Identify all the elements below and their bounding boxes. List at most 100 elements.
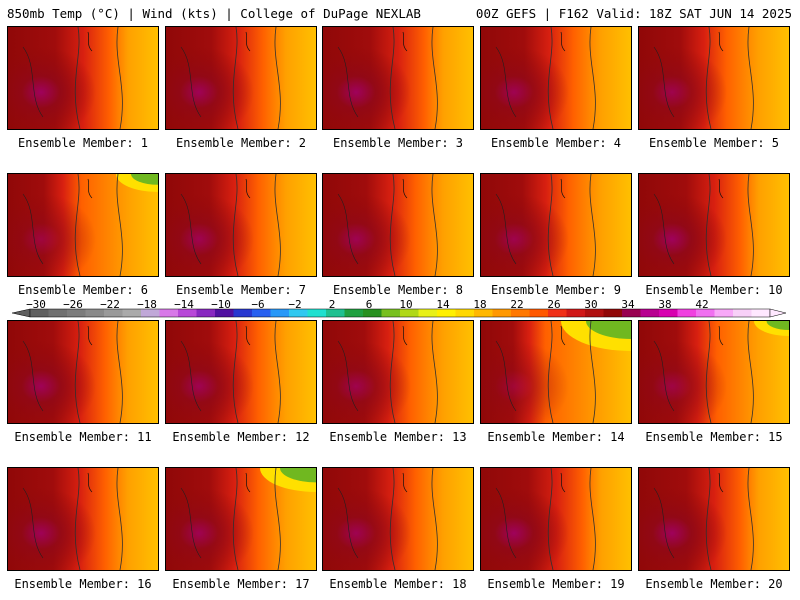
- member-map-panel: [165, 320, 317, 424]
- colorbar-swatch: [585, 309, 604, 317]
- colorbar-tick-label: −18: [137, 298, 157, 311]
- member-caption: Ensemble Member: 8: [332, 283, 464, 297]
- colorbar-tick-label: −10: [211, 298, 231, 311]
- colorbar-swatch: [215, 309, 234, 317]
- hot-core: [8, 184, 118, 276]
- colorbar-swatch: [67, 309, 86, 317]
- colorbar-swatch: [104, 309, 123, 317]
- member-map-panel: [638, 467, 790, 571]
- colorbar-swatch: [270, 309, 290, 317]
- colorbar-swatch: [622, 309, 641, 317]
- height-contour: [431, 27, 438, 129]
- colorbar-swatch: [566, 309, 586, 317]
- chart-title: 850mb Temp (°C) | Wind (kts) | College o…: [7, 6, 421, 21]
- coastline: [245, 178, 251, 199]
- hot-core: [166, 37, 276, 129]
- colorbar-swatch: [437, 309, 456, 317]
- colorbar-swatch: [677, 309, 697, 317]
- height-contour: [747, 174, 754, 276]
- height-contour: [547, 321, 554, 423]
- height-contour: [74, 174, 81, 276]
- height-contour: [232, 27, 239, 129]
- coastline: [718, 325, 724, 346]
- member-map-panel: [322, 26, 474, 130]
- height-contour: [274, 174, 281, 276]
- coastline: [718, 472, 724, 493]
- colorbar-tick-label: 10: [399, 298, 413, 311]
- cool-core: [766, 321, 789, 330]
- cool-core: [280, 468, 316, 483]
- colorbar-swatch: [733, 309, 752, 317]
- hot-core: [166, 184, 276, 276]
- colorbar-tick-label: 30: [584, 298, 598, 311]
- height-contour: [232, 321, 239, 423]
- member-caption: Ensemble Member: 20: [645, 577, 783, 591]
- colorbar-tick-label: 26: [547, 298, 561, 311]
- coastline: [402, 31, 408, 52]
- member-map-panel: [7, 320, 159, 424]
- coastline: [245, 31, 251, 52]
- hot-core: [481, 331, 591, 423]
- state-border: [337, 340, 359, 412]
- colorbar-tick-label: −22: [100, 298, 120, 311]
- colorbar-swatch: [511, 309, 530, 317]
- height-contour: [232, 468, 239, 570]
- height-contour: [705, 468, 712, 570]
- member-map-panel: [165, 26, 317, 130]
- member-map-panel: [480, 173, 632, 277]
- state-border: [653, 340, 675, 412]
- colorbar-swatch: [696, 309, 715, 317]
- hot-core: [8, 478, 118, 570]
- colorbar-swatch: [659, 309, 678, 317]
- height-contour: [705, 174, 712, 276]
- colorbar-swatch: [751, 309, 771, 317]
- member-caption: Ensemble Member: 12: [172, 430, 310, 444]
- coastline: [87, 178, 93, 199]
- state-border: [653, 46, 675, 118]
- colorbar-tick-label: 6: [365, 298, 373, 311]
- member-caption: Ensemble Member: 5: [648, 136, 780, 150]
- member-map-panel: [638, 173, 790, 277]
- member-map-panel: [7, 26, 159, 130]
- state-border: [653, 193, 675, 265]
- hot-core: [639, 184, 749, 276]
- height-contour: [389, 321, 396, 423]
- member-map-panel: [638, 26, 790, 130]
- height-contour: [116, 174, 123, 276]
- hot-core: [481, 478, 591, 570]
- colorbar-swatch: [603, 309, 623, 317]
- member-map-panel: [322, 173, 474, 277]
- coastline: [560, 472, 566, 493]
- hot-core: [166, 331, 276, 423]
- member-map-panel: [322, 467, 474, 571]
- height-contour: [431, 468, 438, 570]
- colorbar-swatch: [159, 309, 179, 317]
- cool-core: [131, 174, 158, 185]
- hot-core: [323, 37, 433, 129]
- height-contour: [547, 174, 554, 276]
- colorbar-swatch: [363, 309, 382, 317]
- member-caption: Ensemble Member: 19: [487, 577, 625, 591]
- state-border: [180, 46, 202, 118]
- height-contour: [274, 321, 281, 423]
- height-contour: [274, 27, 281, 129]
- hot-core: [481, 184, 591, 276]
- colorbar-swatch: [85, 309, 105, 317]
- coastline: [718, 178, 724, 199]
- state-border: [337, 193, 359, 265]
- colorbar-tick-label: 18: [473, 298, 487, 311]
- member-map-panel: [638, 320, 790, 424]
- state-border: [180, 340, 202, 412]
- coastline: [87, 325, 93, 346]
- member-map-panel: [165, 467, 317, 571]
- state-border: [22, 193, 44, 265]
- height-contour: [431, 174, 438, 276]
- colorbar-tick-label: 14: [436, 298, 450, 311]
- colorbar-swatch: [326, 309, 345, 317]
- member-map-panel: [7, 173, 159, 277]
- colorbar-swatch: [252, 309, 271, 317]
- state-border: [22, 46, 44, 118]
- height-contour: [232, 174, 239, 276]
- member-map-panel: [480, 26, 632, 130]
- colorbar-tick-label: 22: [510, 298, 524, 311]
